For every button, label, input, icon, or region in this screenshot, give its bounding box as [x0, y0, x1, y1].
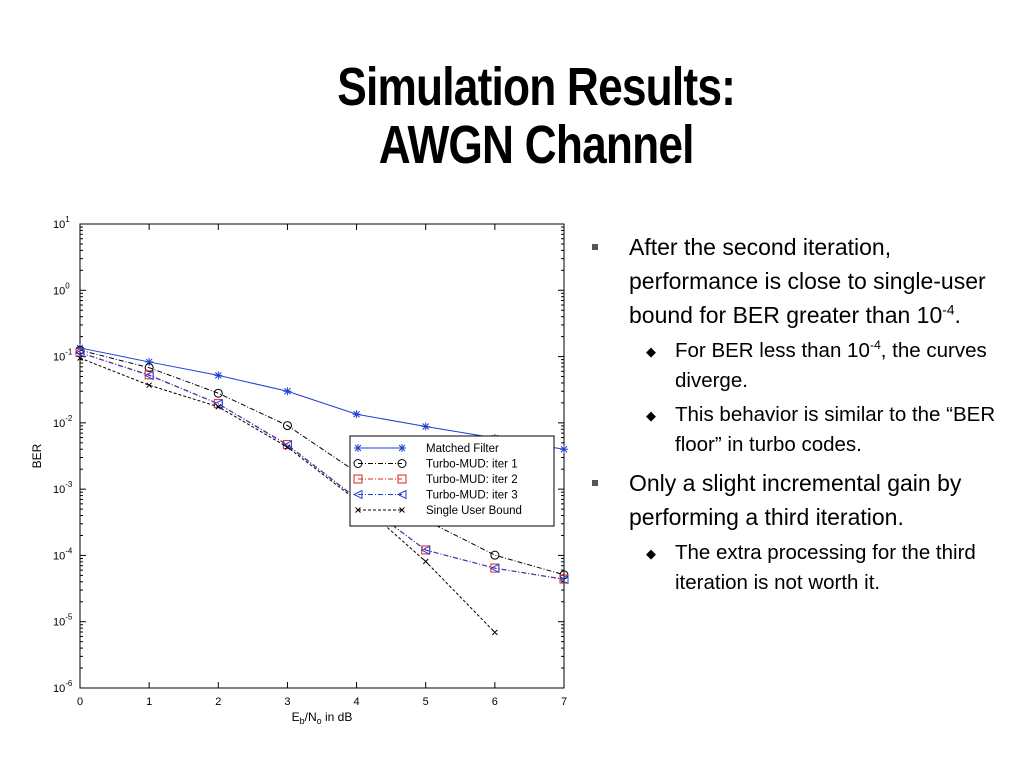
bullet-2-1: ◆ The extra processing for the third ite…	[592, 538, 1012, 598]
legend-item: Turbo-MUD: iter 3	[352, 489, 518, 502]
y-tick-label: 10-6	[53, 679, 73, 695]
legend-marker	[398, 444, 406, 452]
y-tick-label: 10-1	[53, 348, 73, 364]
x-axis-label: Eb/No in dB	[292, 710, 353, 726]
bullet-1-2-text: This behavior is similar to the “BER flo…	[675, 403, 996, 456]
y-axis-label: BER	[30, 443, 44, 468]
bullet-1: After the second iteration, performance …	[592, 230, 1012, 332]
data-point	[421, 422, 430, 431]
y-tick-label: 10-4	[53, 546, 73, 562]
legend-marker	[397, 474, 407, 484]
legend-marker	[354, 444, 362, 452]
legend-label: Turbo-MUD: iter 1	[426, 459, 518, 471]
data-point	[145, 357, 154, 366]
bullet-2: Only a slight incremental gain by perfor…	[592, 466, 1012, 534]
legend-marker	[399, 507, 405, 513]
legend-marker	[353, 459, 363, 468]
slide-title: Simulation Results: AWGN Channel	[97, 58, 976, 174]
square-bullet-icon	[592, 480, 598, 486]
bullet-2-text: Only a slight incremental gain by perfor…	[629, 470, 962, 530]
legend-box	[349, 435, 555, 527]
series-5	[77, 355, 498, 636]
data-point	[420, 545, 431, 555]
diamond-bullet-icon: ◆	[646, 408, 656, 423]
y-tick-label: 10-3	[53, 480, 73, 496]
legend-label: Single User Bound	[426, 505, 522, 517]
data-point	[144, 363, 154, 373]
y-tick-label: 10-2	[53, 414, 73, 430]
data-point	[560, 445, 568, 454]
bullet-1-1-text: For BER less than 10	[675, 339, 870, 362]
x-tick-label: 2	[215, 696, 221, 708]
data-point	[284, 444, 291, 451]
x-tick-label: 0	[77, 696, 83, 708]
data-point	[558, 574, 569, 585]
data-point	[492, 629, 498, 636]
bullet-list: After the second iteration, performance …	[592, 230, 1012, 602]
legend: Matched Filter Turbo-MUD: iter 1 Turbo-MUD…	[349, 435, 555, 527]
legend-item: Turbo-MUD: iter 2	[353, 474, 518, 486]
x-tick-label: 1	[146, 696, 152, 708]
series-line	[79, 349, 565, 576]
bullet-1-1: ◆ For BER less than 10-4, the curves div…	[592, 336, 1012, 396]
diamond-bullet-icon: ◆	[646, 344, 656, 359]
data-point	[215, 403, 222, 410]
y-tick-label: 100	[53, 281, 70, 297]
legend-item: Turbo-MUD: iter 1	[353, 459, 518, 471]
series-line	[79, 352, 565, 580]
legend-marker	[397, 459, 407, 468]
y-tick-labels: 101 100 10-1 10-2 10-3 10-4 10-5 10-6	[53, 215, 73, 695]
legend-item: Matched Filter	[354, 443, 499, 455]
slide-title-line-2: AWGN Channel	[378, 115, 695, 175]
data-point	[283, 387, 292, 396]
data-point	[489, 563, 500, 574]
bullet-2-1-text: The extra processing for the third itera…	[675, 541, 976, 594]
data-point	[144, 370, 154, 381]
legend-marker	[355, 507, 361, 513]
legend-marker	[352, 489, 363, 500]
legend-label: Turbo-MUD: iter 3	[426, 490, 518, 502]
data-point	[213, 399, 223, 409]
legend-marker	[353, 474, 363, 484]
data-point	[214, 371, 223, 380]
x-tick-label: 7	[561, 696, 567, 708]
axis-ticks	[79, 223, 565, 689]
bullet-1-2: ◆ This behavior is similar to the “BER f…	[592, 400, 1012, 460]
square-bullet-icon	[592, 244, 598, 250]
y-tick-label: 101	[53, 215, 70, 231]
bullet-1-text: After the second iteration, performance …	[629, 234, 986, 328]
x-tick-label: 4	[354, 696, 360, 708]
x-tick-label: 5	[423, 696, 429, 708]
x-tick-label: 3	[284, 696, 290, 708]
data-point	[422, 558, 429, 565]
y-tick-label: 10-5	[53, 613, 73, 629]
data-point	[76, 343, 84, 352]
data-point	[352, 410, 361, 419]
data-point	[213, 388, 223, 398]
legend-marker	[396, 489, 407, 500]
legend-label: Turbo-MUD: iter 2	[426, 474, 518, 486]
slide-title-line-1: Simulation Results:	[337, 57, 736, 117]
data-point	[490, 550, 500, 560]
legend-label: Matched Filter	[426, 443, 499, 455]
data-point	[282, 421, 292, 431]
bullet-1-1-sup: -4	[869, 338, 881, 353]
data-point	[146, 382, 152, 389]
bullet-1-1-after: , the curves diverge.	[675, 339, 987, 392]
bullet-1-after: .	[954, 302, 961, 328]
bullet-1-sup: -4	[942, 302, 955, 318]
legend-item: Single User Bound	[355, 505, 522, 517]
diamond-bullet-icon: ◆	[646, 546, 656, 561]
x-tick-label: 6	[492, 696, 498, 708]
x-tick-labels: 0 1 2 3 4 5 6 7	[77, 696, 567, 708]
data-point	[77, 355, 83, 361]
data-point	[74, 347, 85, 358]
